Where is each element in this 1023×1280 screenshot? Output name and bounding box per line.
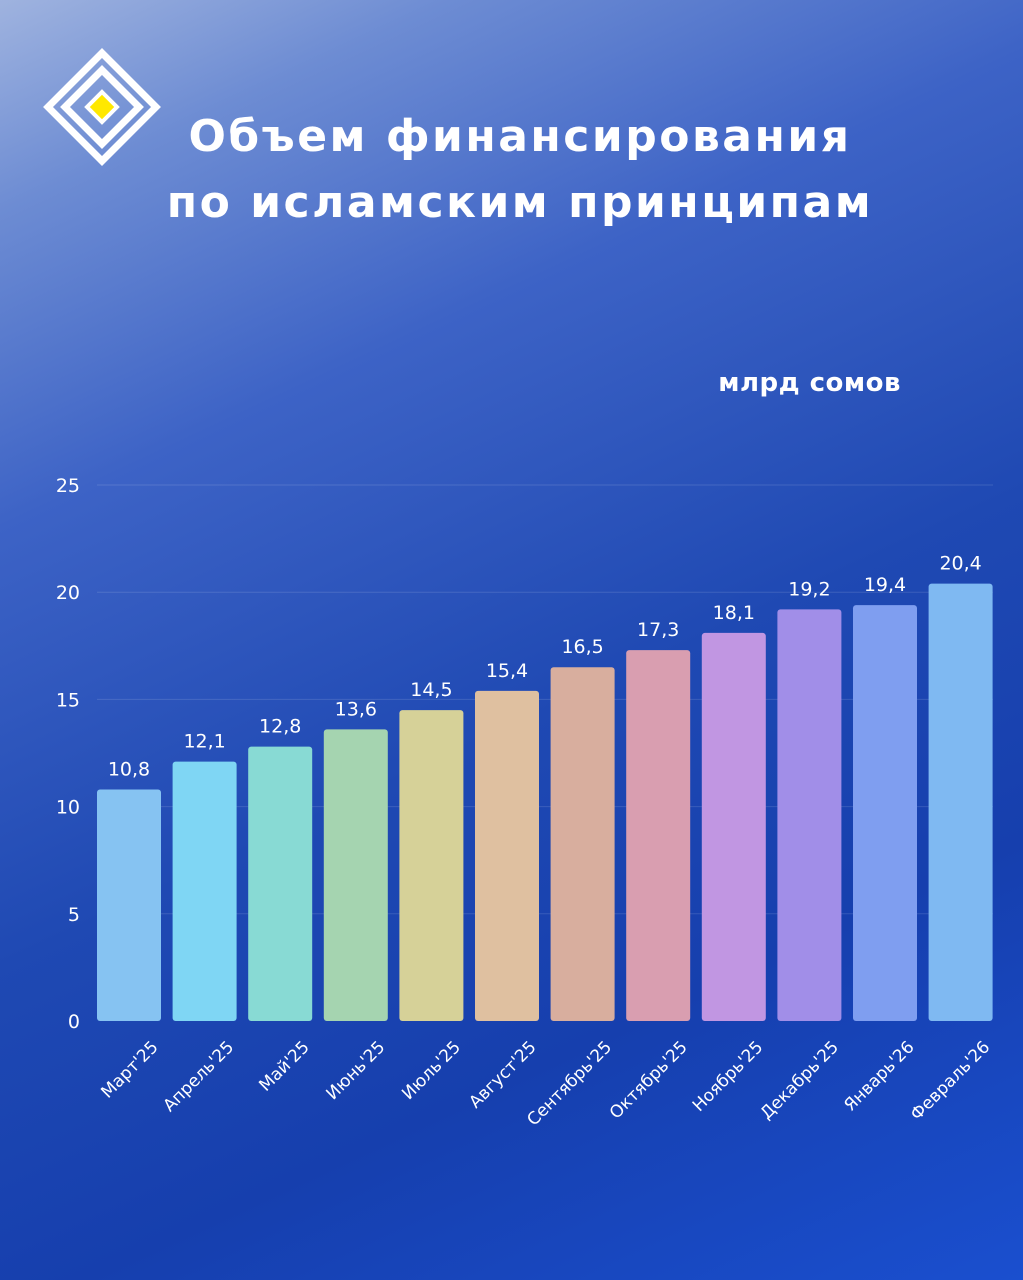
value-label: 14,5 [410, 679, 452, 701]
bar [701, 632, 766, 1021]
x-tick-label: Февраль'26 [907, 1037, 994, 1124]
bar [172, 761, 237, 1021]
bar [853, 605, 917, 1021]
y-tick-label: 10 [56, 797, 80, 819]
y-tick-label: 20 [56, 582, 80, 604]
value-label: 19,2 [788, 578, 830, 600]
x-tick-label: Июнь'25 [323, 1037, 390, 1104]
bar [248, 746, 313, 1021]
title-line-1: Объем финансирования [188, 111, 852, 162]
x-tick-label: Ноябрь'25 [689, 1037, 767, 1115]
bar [323, 729, 388, 1021]
x-tick-label: Декабрь'25 [757, 1037, 843, 1123]
bar [777, 609, 842, 1021]
value-label: 15,4 [486, 660, 528, 682]
page-title: Объем финансирования по исламским принци… [140, 104, 900, 236]
x-tick-label: Апрель'25 [160, 1037, 239, 1116]
x-tick-label: Январь'26 [840, 1037, 918, 1115]
x-tick-label: Июль'25 [398, 1037, 465, 1104]
y-tick-label: 25 [56, 475, 80, 497]
value-label: 19,4 [864, 574, 906, 596]
value-label: 18,1 [713, 602, 755, 624]
unit-label: млрд сомов [718, 368, 901, 398]
x-tick-label: Март'25 [97, 1037, 162, 1102]
value-label: 17,3 [637, 619, 679, 641]
bar [626, 650, 691, 1021]
x-tick-label: Октябрь'25 [606, 1037, 692, 1123]
value-label: 12,8 [259, 716, 301, 738]
value-label: 12,1 [183, 731, 225, 753]
logo-icon [43, 48, 161, 166]
bar [399, 710, 464, 1021]
y-tick-label: 0 [68, 1011, 80, 1033]
y-tick-label: 5 [68, 904, 80, 926]
bar [928, 583, 993, 1021]
value-label: 16,5 [561, 636, 603, 658]
value-label: 20,4 [939, 553, 981, 575]
title-line-2: по исламским принципам [166, 177, 874, 228]
x-tick-label: Август'25 [465, 1037, 540, 1112]
bar [97, 789, 161, 1021]
bar [550, 667, 615, 1021]
bar [475, 690, 539, 1021]
value-label: 13,6 [335, 698, 377, 720]
y-tick-label: 15 [56, 689, 80, 711]
x-tick-label: Май'25 [255, 1037, 313, 1095]
value-label: 10,8 [108, 758, 150, 780]
